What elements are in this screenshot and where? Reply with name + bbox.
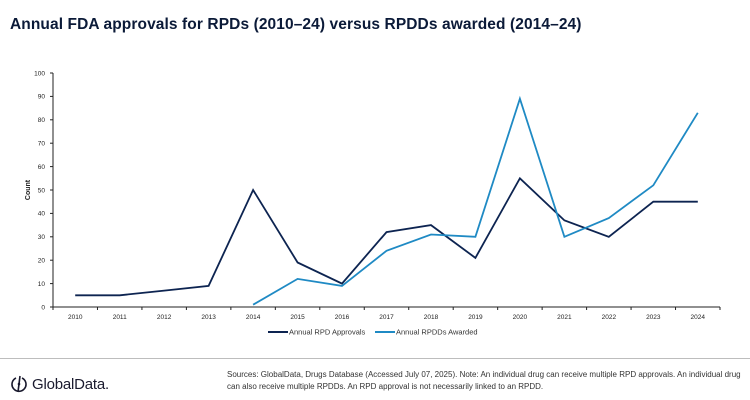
y-tick-label: 80: [38, 117, 46, 124]
x-tick-label: 2020: [513, 314, 528, 321]
x-tick-label: 2022: [602, 314, 617, 321]
x-tick-label: 2017: [379, 314, 394, 321]
series-lines: [75, 95, 699, 306]
logo-text: GlobalData.: [32, 375, 110, 393]
x-tick-label: 2018: [424, 314, 439, 321]
y-tick-label: 0: [41, 304, 45, 311]
series-line-rpd-approvals: [75, 176, 698, 297]
x-tick-label: 2015: [290, 314, 305, 321]
legend: Annual RPD Approvals Annual RPDDs Awarded: [268, 328, 478, 337]
x-tick-label: 2011: [113, 314, 127, 321]
y-tick-label: 60: [38, 164, 46, 171]
series-line-rpdds-awarded: [252, 95, 699, 306]
x-tick-label: 2010: [68, 314, 83, 321]
x-tick-label: 2021: [557, 314, 572, 321]
axes: 0 10 20 30 40 50 60 70 80 90 100 Count 2010 2011 2012 2…: [25, 70, 721, 321]
x-tick-label: 2016: [335, 314, 350, 321]
y-tick-label: 40: [38, 211, 46, 218]
x-tick-label: 2023: [646, 314, 661, 321]
y-tick-label: 50: [38, 187, 46, 194]
y-tick-label: 90: [38, 94, 46, 101]
legend-label: Annual RPD Approvals: [289, 328, 366, 337]
y-tick-label: 70: [38, 141, 46, 148]
y-tick-label: 100: [34, 70, 45, 77]
x-tick-label: 2019: [468, 314, 483, 321]
y-tick-label: 20: [38, 258, 46, 265]
y-tick-label: 30: [38, 234, 46, 241]
y-axis-title: Count: [25, 179, 32, 200]
globaldata-logo-icon: [11, 375, 27, 393]
globaldata-logo: GlobalData.: [10, 374, 109, 394]
source-note: Sources: GlobalData, Drugs Database (Acc…: [227, 370, 741, 391]
x-tick-label: 2024: [691, 314, 706, 321]
legend-label: Annual RPDDs Awarded: [396, 328, 478, 337]
x-tick-label: 2012: [157, 314, 172, 321]
line-chart: 0 10 20 30 40 50 60 70 80 90 100 Count 2010 2011 2012 2…: [25, 70, 721, 337]
chart-title: Annual FDA approvals for RPDs (2010–24) …: [10, 16, 582, 33]
x-tick-label: 2013: [201, 314, 216, 321]
x-tick-label: 2014: [246, 314, 261, 321]
y-tick-label: 10: [38, 281, 46, 288]
footer-divider: [0, 358, 750, 359]
